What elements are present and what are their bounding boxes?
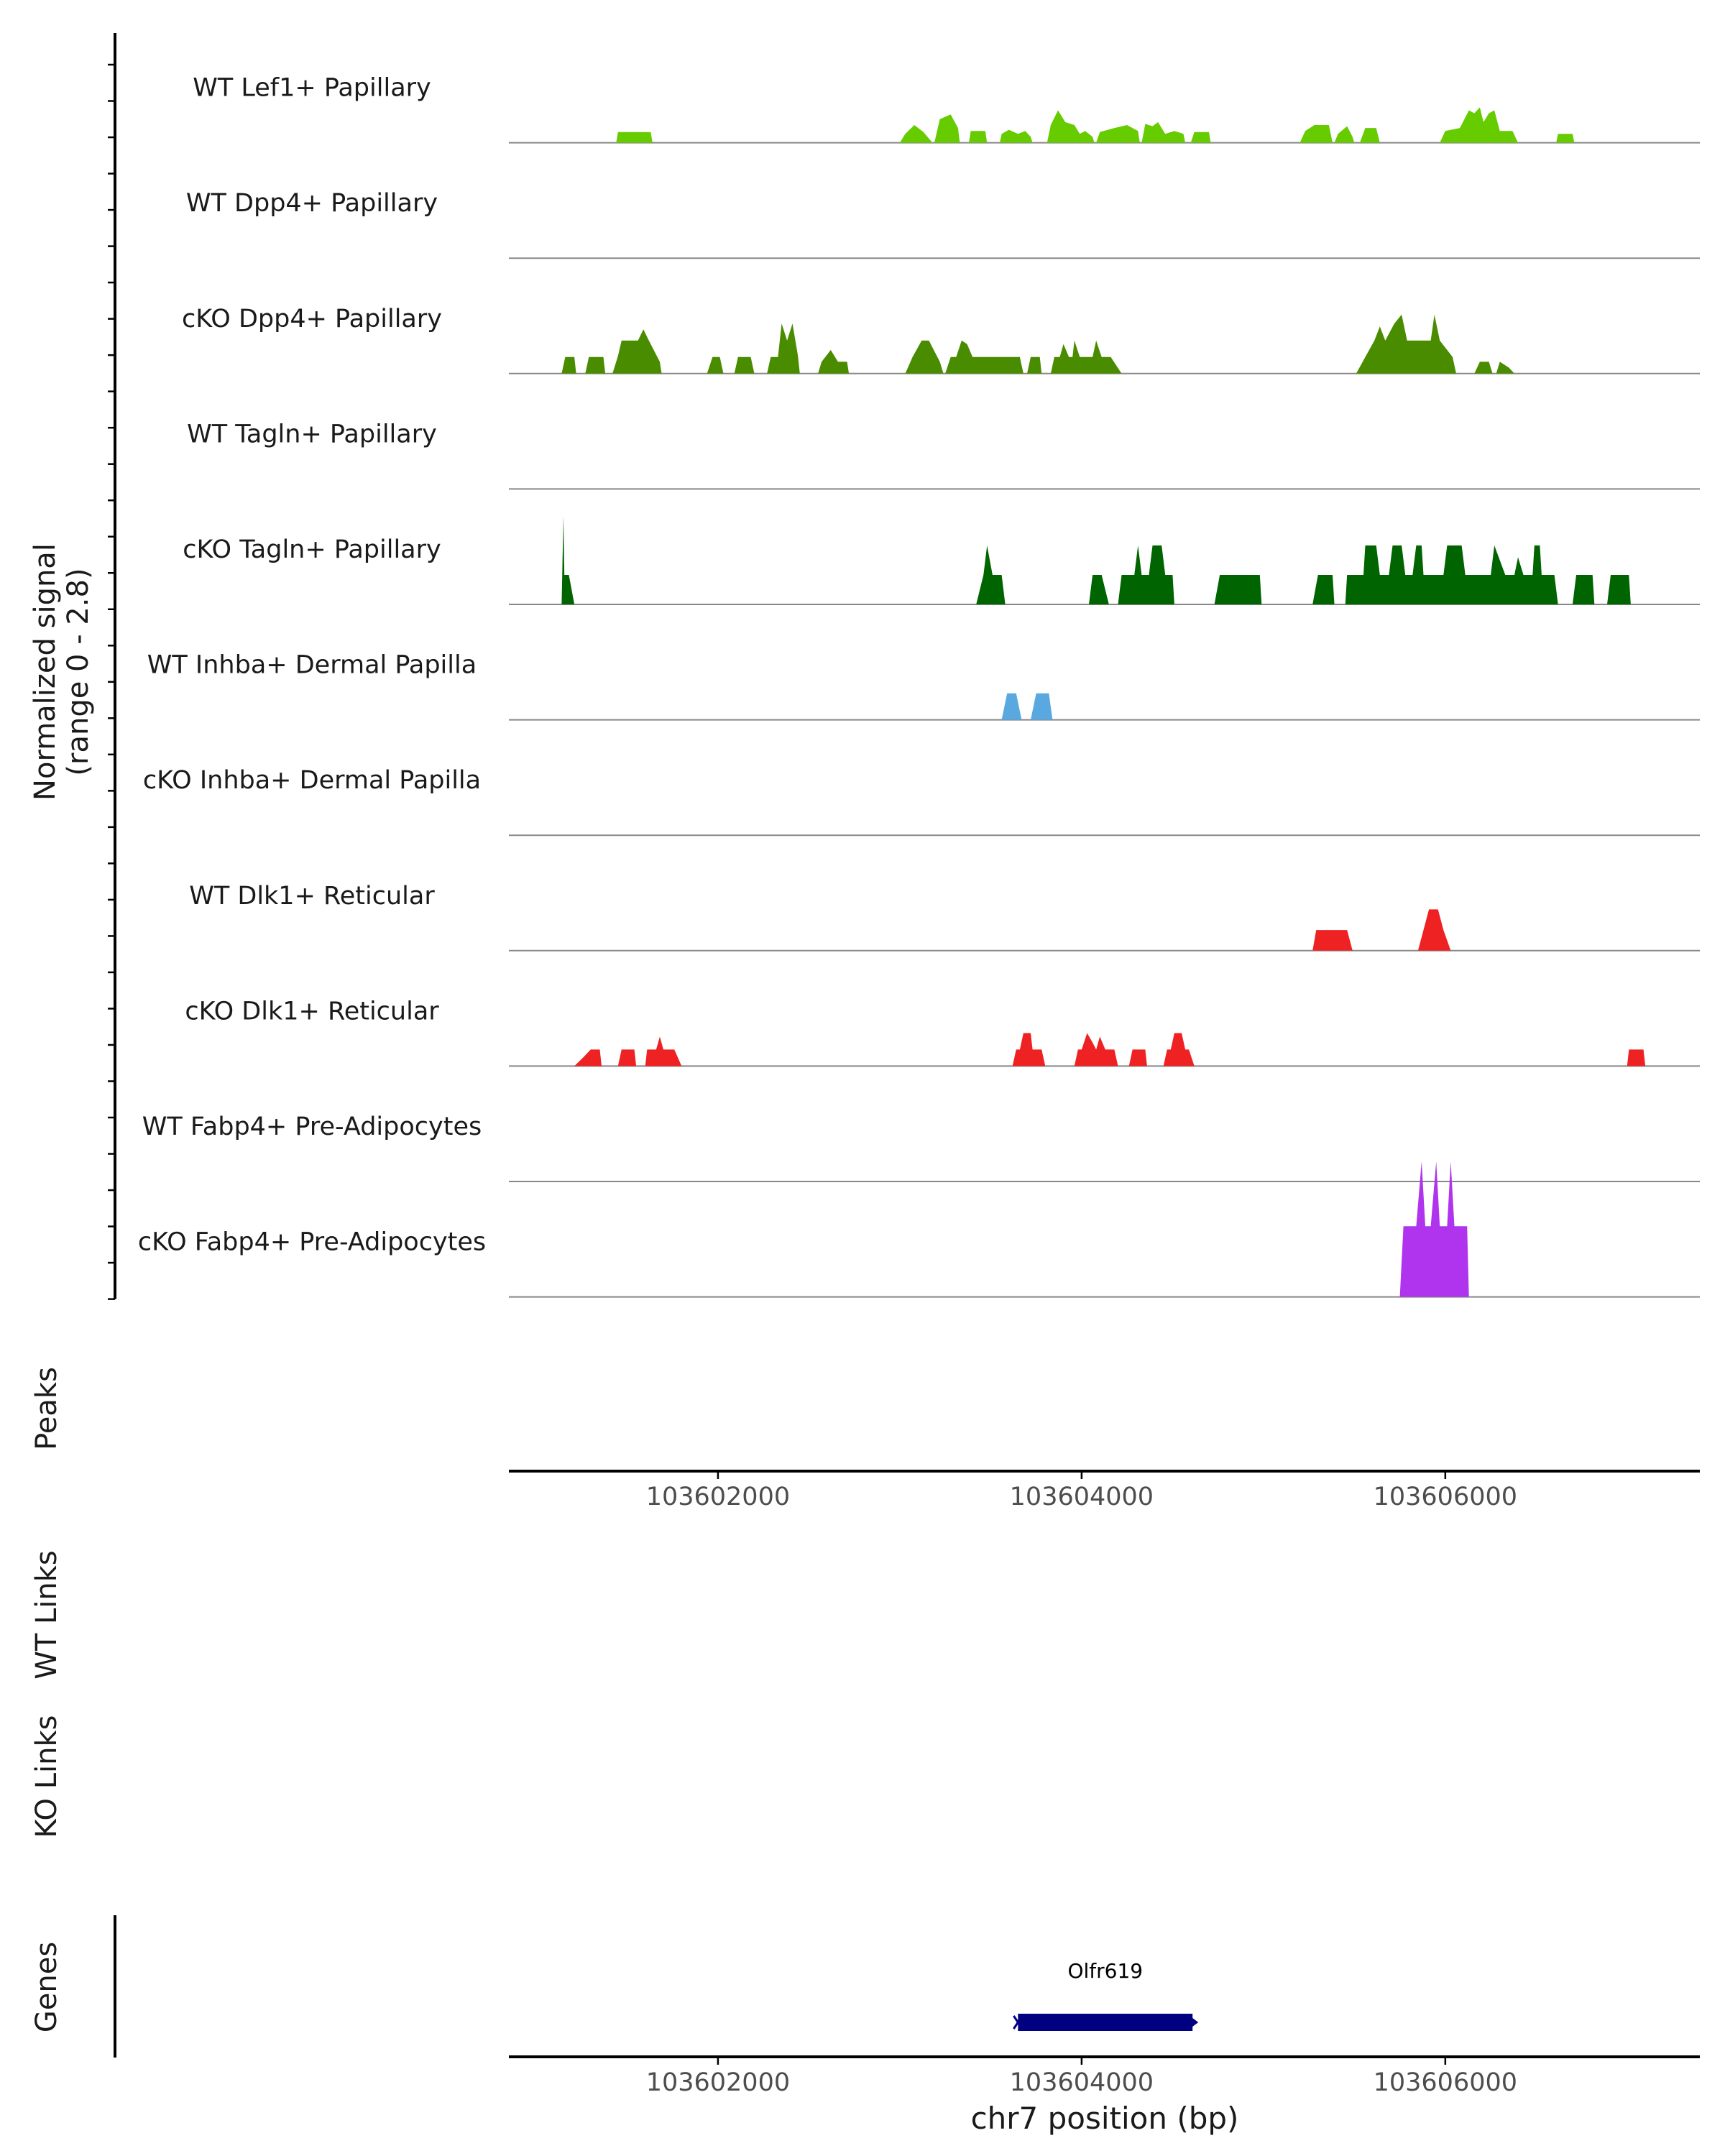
track-label: cKO Tagln+ Papillary — [183, 535, 441, 564]
x-axis-title: chr7 position (bp) — [971, 2101, 1239, 2136]
signal-axis — [108, 33, 116, 1300]
coverage-area — [574, 1033, 1646, 1067]
track-label: WT Dlk1+ Reticular — [189, 882, 435, 911]
x-tick-label: 103602000 — [646, 2068, 790, 2097]
x-tick-label: 103602000 — [646, 1483, 790, 1511]
track-label: cKO Dpp4+ Papillary — [182, 305, 442, 333]
gene-label: Olfr619 — [1067, 1959, 1143, 1983]
coverage-area — [1312, 909, 1451, 951]
coverage-tracks — [509, 107, 1700, 1298]
peaks-x-axis: 103602000 103604000 103606000 — [509, 1470, 1700, 1511]
track-label: WT Tagln+ Papillary — [187, 420, 437, 448]
track-label: cKO Inhba+ Dermal Papilla — [143, 766, 481, 795]
track-label: WT Fabp4+ Pre-Adipocytes — [142, 1112, 482, 1141]
wt-links-panel-label: WT Links — [30, 1550, 63, 1679]
track-label: cKO Fabp4+ Pre-Adipocytes — [138, 1228, 486, 1257]
gene-track: Olfr619 — [1013, 1959, 1199, 2031]
gene-body — [1018, 2014, 1193, 2031]
peaks-panel-label: Peaks — [30, 1367, 63, 1450]
genes-x-axis: 103602000 103604000 103606000 — [509, 2055, 1700, 2097]
coverage-area — [561, 516, 1631, 604]
coverage-area — [561, 314, 1514, 374]
track-labels: WT Lef1+ Papillary WT Dpp4+ Papillary cKO … — [138, 74, 486, 1257]
gene-end-cap — [1190, 2016, 1199, 2029]
gene-strand-arrow — [1013, 2015, 1024, 2030]
genes-panel-label: Genes — [30, 1942, 63, 2032]
coverage-area — [1399, 1161, 1469, 1297]
coverage-area — [1001, 693, 1053, 720]
x-tick-label: 103606000 — [1374, 2068, 1517, 2097]
x-tick-label: 103606000 — [1374, 1483, 1517, 1511]
x-tick-label: 103604000 — [1010, 2068, 1154, 2097]
ko-links-panel-label: KO Links — [30, 1715, 63, 1838]
coverage-area — [616, 107, 1575, 143]
track-label: cKO Dlk1+ Reticular — [185, 997, 439, 1026]
y-axis-label-line2: (range 0 - 2.8) — [62, 568, 95, 775]
y-axis-label-line1: Normalized signal — [29, 543, 62, 801]
track-label: WT Inhba+ Dermal Papilla — [147, 651, 477, 680]
x-tick-label: 103604000 — [1010, 1483, 1154, 1511]
track-label: WT Lef1+ Papillary — [193, 74, 431, 103]
track-label: WT Dpp4+ Papillary — [186, 189, 438, 218]
